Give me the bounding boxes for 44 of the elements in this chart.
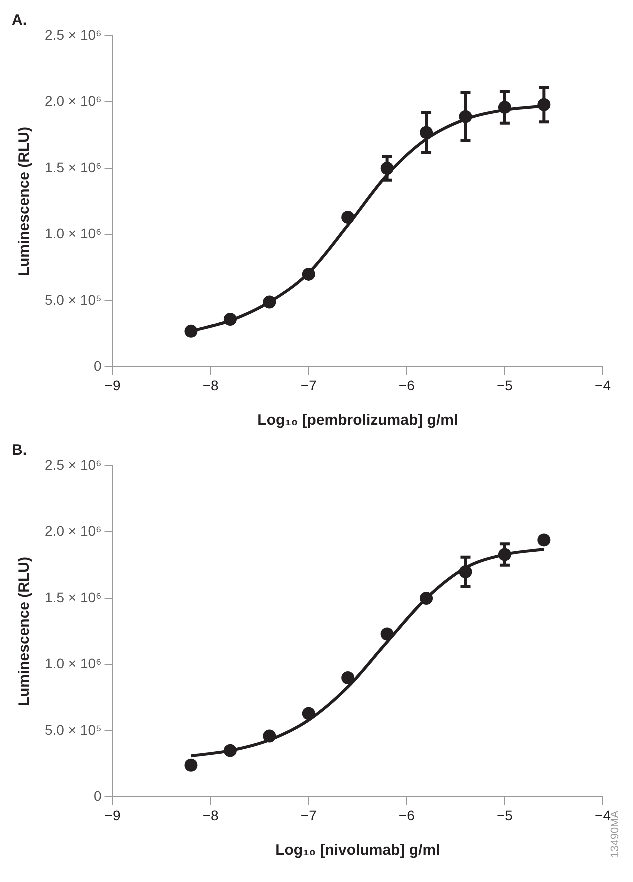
x-axis-title: Log₁₀ [nivolumab] g/ml [276,842,440,860]
y-tick-label: 0 [94,358,102,374]
point [263,730,276,743]
x-tick-label: −4 [595,807,612,824]
point [380,628,394,641]
point [538,534,551,547]
x-tick-label: −9 [104,807,121,824]
x-tick-label: −6 [398,807,416,824]
y-axis-title: Luminescence (RLU) [16,127,34,276]
point [224,313,237,326]
x-tick-label: −6 [398,377,416,394]
y-tick-label: 1.0 × 10⁶ [45,226,102,242]
y-tick-label: 5.0 × 10⁵ [44,722,102,738]
point [420,592,434,605]
y-tick-label: 2.0 × 10⁶ [45,523,102,540]
y-tick-label: 2.5 × 10⁶ [45,26,102,43]
x-tick-label: −5 [496,377,514,394]
x-tick-label: −9 [104,377,121,394]
point [302,707,316,720]
point [184,758,198,772]
chart-title: A. [12,12,27,30]
y-tick-label: 0 [94,788,102,804]
y-tick-label: 2.5 × 10⁶ [45,456,102,473]
x-axis-title: Log₁₀ [pembrolizumab] g/ml [258,412,458,430]
y-tick-label: 1.5 × 10⁶ [45,159,102,176]
chart-title: B. [12,442,27,460]
text: 13490MA [610,810,622,858]
y-axis-title: Luminescence (RLU) [16,557,34,706]
x-tick-label: −8 [202,807,220,824]
point [342,211,355,224]
point [263,296,276,309]
y-tick-label: 1.5 × 10⁶ [45,589,102,606]
y-tick-label: 1.0 × 10⁶ [45,656,102,672]
x-tick-label: −5 [496,807,514,824]
x-tick-label: −4 [595,377,612,394]
point [184,324,198,338]
x-tick-label: −8 [202,377,220,394]
y-tick-label: 5.0 × 10⁵ [44,292,102,308]
x-tick-label: −7 [300,807,318,824]
y-tick-label: 2.0 × 10⁶ [45,93,102,110]
point [302,268,316,281]
x-tick-label: −7 [300,377,318,394]
point [342,671,355,684]
point [224,744,237,758]
